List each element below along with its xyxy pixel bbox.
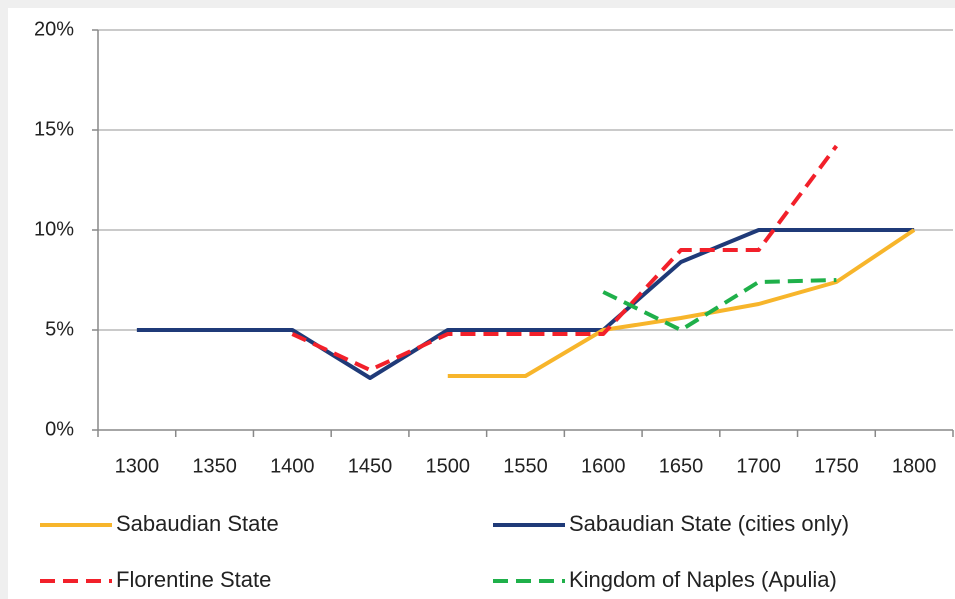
- frame-left: [0, 0, 8, 599]
- x-tick-label: 1750: [814, 455, 859, 477]
- x-tick-label: 1600: [581, 455, 626, 477]
- series-line: [291, 144, 839, 372]
- frame-top: [0, 0, 955, 8]
- legend-label: Kingdom of Naples (Apulia): [569, 567, 837, 592]
- y-tick-label: 0%: [45, 418, 74, 440]
- x-tick-label: 1500: [426, 455, 471, 477]
- x-tick-label: 1800: [892, 455, 937, 477]
- series-line: [602, 278, 837, 332]
- x-tick-label: 1300: [115, 455, 160, 477]
- legend-label: Sabaudian State: [116, 511, 279, 536]
- x-tick-label: 1450: [348, 455, 393, 477]
- legend-label: Sabaudian State (cities only): [569, 511, 849, 536]
- x-tick-label: 1400: [270, 455, 315, 477]
- x-tick-label: 1650: [659, 455, 704, 477]
- y-tick-label: 20%: [34, 18, 74, 40]
- x-tick-label: 1350: [192, 455, 237, 477]
- y-tick-label: 10%: [34, 218, 74, 240]
- y-tick-label: 5%: [45, 318, 74, 340]
- y-tick-label: 15%: [34, 118, 74, 140]
- x-tick-label: 1700: [736, 455, 781, 477]
- legend-label: Florentine State: [116, 567, 271, 592]
- series-line: [136, 228, 915, 380]
- x-tick-label: 1550: [503, 455, 548, 477]
